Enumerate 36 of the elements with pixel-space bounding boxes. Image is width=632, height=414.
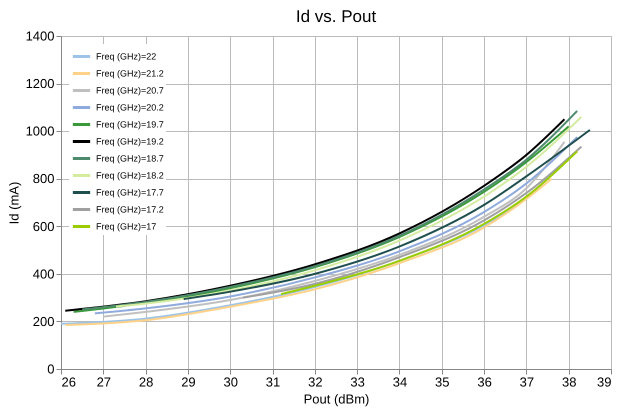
x-tick-label: 38	[562, 374, 576, 390]
y-tick-label: 1400	[26, 28, 54, 44]
y-tick-label: 400	[32, 266, 54, 282]
legend-label: Freq (GHz)=19.7	[96, 120, 164, 130]
legend-label: Freq (GHz)=20.7	[96, 86, 164, 96]
legend-label: Freq (GHz)=17.7	[96, 188, 164, 198]
x-tick-label: 31	[266, 374, 280, 390]
x-tick-label: 26	[62, 374, 76, 390]
legend-label: Freq (GHz)=17	[96, 222, 156, 232]
x-tick-label: 37	[520, 374, 534, 390]
y-tick-label: 1000	[26, 124, 54, 139]
y-tick-label: 1200	[26, 76, 54, 92]
y-tick-label: 600	[32, 218, 54, 234]
chart-title: Id vs. Pout	[296, 7, 376, 26]
legend-label: Freq (GHz)=19.2	[96, 136, 164, 146]
x-tick-label: 27	[96, 374, 112, 390]
y-tick-label: 200	[32, 314, 54, 329]
x-tick-label: 34	[392, 374, 408, 390]
y-axis-title: Id (mA)	[6, 182, 22, 224]
x-tick-label: 30	[223, 374, 238, 390]
x-tick-label: 33	[350, 374, 365, 390]
x-tick-label: 29	[181, 374, 196, 390]
legend-label: Freq (GHz)=21.2	[96, 68, 164, 78]
y-tick-label: 800	[32, 171, 54, 186]
x-tick-label: 28	[138, 374, 154, 390]
x-tick-label: 39	[597, 374, 612, 390]
y-tick-label: 0	[47, 362, 54, 376]
legend-label: Freq (GHz)=18.7	[96, 154, 164, 164]
x-tick-label: 32	[308, 374, 323, 390]
x-tick-label: 35	[435, 374, 450, 390]
legend-label: Freq (GHz)=22	[96, 52, 156, 62]
legend-label: Freq (GHz)=18.2	[96, 170, 164, 180]
x-axis-title: Pout (dBm)	[304, 392, 370, 406]
x-tick-label: 36	[477, 374, 492, 390]
legend-label: Freq (GHz)=20.2	[96, 102, 164, 112]
legend-label: Freq (GHz)=17.2	[96, 204, 164, 214]
